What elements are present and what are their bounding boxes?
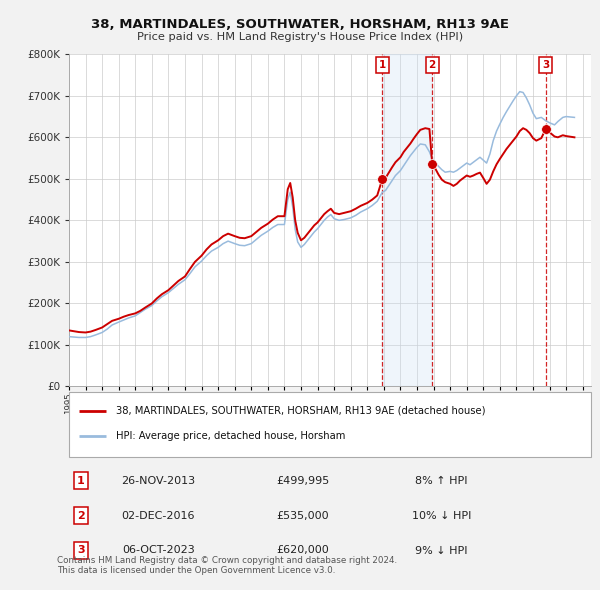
Text: 9% ↓ HPI: 9% ↓ HPI: [415, 546, 468, 555]
Bar: [382, 54, 432, 386]
Text: 26-NOV-2013: 26-NOV-2013: [121, 476, 196, 486]
Text: £620,000: £620,000: [276, 546, 329, 555]
Text: 2: 2: [77, 510, 85, 520]
Text: 38, MARTINDALES, SOUTHWATER, HORSHAM, RH13 9AE (detached house): 38, MARTINDALES, SOUTHWATER, HORSHAM, RH…: [116, 405, 485, 415]
Text: 38, MARTINDALES, SOUTHWATER, HORSHAM, RH13 9AE: 38, MARTINDALES, SOUTHWATER, HORSHAM, RH…: [91, 18, 509, 31]
FancyBboxPatch shape: [69, 392, 591, 457]
Text: £499,995: £499,995: [276, 476, 329, 486]
Text: Contains HM Land Registry data © Crown copyright and database right 2024.
This d: Contains HM Land Registry data © Crown c…: [57, 556, 397, 575]
Text: 8% ↑ HPI: 8% ↑ HPI: [415, 476, 468, 486]
Text: HPI: Average price, detached house, Horsham: HPI: Average price, detached house, Hors…: [116, 431, 346, 441]
Text: 3: 3: [542, 60, 550, 70]
Text: £535,000: £535,000: [277, 510, 329, 520]
Text: 10% ↓ HPI: 10% ↓ HPI: [412, 510, 471, 520]
Text: 06-OCT-2023: 06-OCT-2023: [122, 546, 195, 555]
Text: 3: 3: [77, 546, 85, 555]
Text: 1: 1: [77, 476, 85, 486]
Text: 2: 2: [428, 60, 436, 70]
Text: 1: 1: [379, 60, 386, 70]
Text: 02-DEC-2016: 02-DEC-2016: [122, 510, 195, 520]
Text: Price paid vs. HM Land Registry's House Price Index (HPI): Price paid vs. HM Land Registry's House …: [137, 32, 463, 42]
